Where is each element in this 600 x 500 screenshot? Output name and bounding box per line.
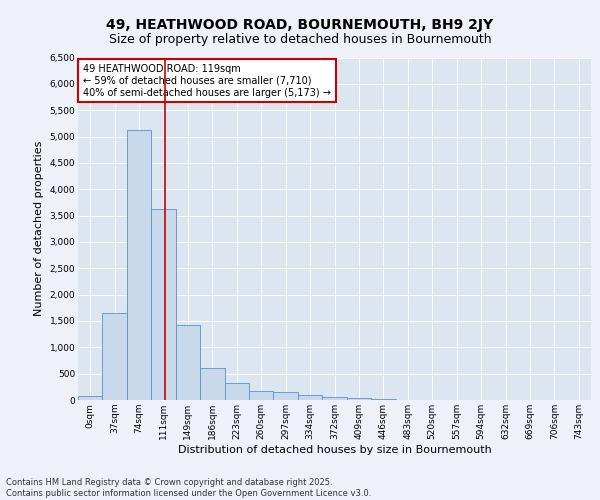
Bar — [347, 398, 371, 400]
Bar — [103, 313, 127, 400]
Bar — [298, 395, 322, 400]
Bar — [249, 391, 274, 400]
Text: Contains HM Land Registry data © Crown copyright and database right 2025.
Contai: Contains HM Land Registry data © Crown c… — [6, 478, 371, 498]
Bar — [274, 392, 298, 400]
Text: Size of property relative to detached houses in Bournemouth: Size of property relative to detached ho… — [109, 32, 491, 46]
Bar — [371, 399, 395, 400]
Y-axis label: Number of detached properties: Number of detached properties — [34, 141, 44, 316]
Bar — [151, 210, 176, 400]
Bar — [322, 397, 347, 400]
Bar — [176, 324, 200, 400]
Bar — [200, 368, 224, 400]
Bar — [127, 130, 151, 400]
Text: 49 HEATHWOOD ROAD: 119sqm
← 59% of detached houses are smaller (7,710)
40% of se: 49 HEATHWOOD ROAD: 119sqm ← 59% of detac… — [83, 64, 331, 98]
Bar — [78, 396, 103, 400]
X-axis label: Distribution of detached houses by size in Bournemouth: Distribution of detached houses by size … — [178, 444, 491, 454]
Text: 49, HEATHWOOD ROAD, BOURNEMOUTH, BH9 2JY: 49, HEATHWOOD ROAD, BOURNEMOUTH, BH9 2JY — [106, 18, 494, 32]
Bar — [224, 382, 249, 400]
